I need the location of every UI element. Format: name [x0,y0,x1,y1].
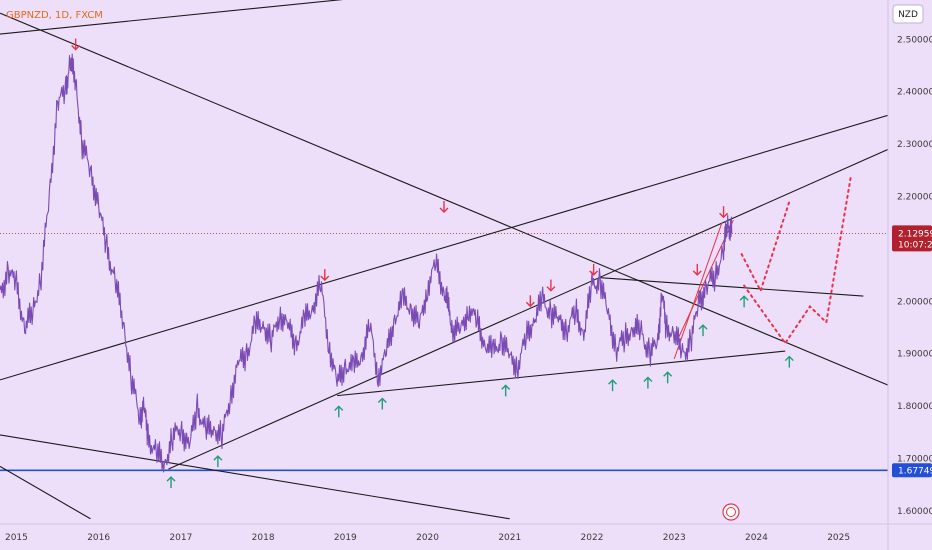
current-price-box [892,225,932,252]
trendline-ascending-channel-upper[interactable] [0,114,888,381]
down-arrow-4 [525,295,535,308]
x-tick-label-5: 2019 [334,533,357,543]
y-tick-label-3: 2.30000 [897,140,932,150]
y-tick-label-2: 2.40000 [897,88,932,98]
x-tick-label-9: 2023 [663,533,686,543]
up-arrow-3 [334,405,344,418]
arrow-head [525,301,535,308]
time-axis[interactable]: 2015 2016 2017 2018 2019 2020 2021 2022 2023 2024… [5,533,850,543]
trendline-descending-2015[interactable] [0,12,888,386]
arrow-head [501,384,511,390]
plot-area[interactable] [0,0,888,520]
y-tick-label-7: 1.80000 [897,402,932,412]
up-arrow-9 [698,324,708,337]
rising-wedge-line-1[interactable] [673,222,723,360]
up-arrow-2 [213,455,223,468]
y-tick-label-6: 1.90000 [897,350,932,360]
arrow-head [589,270,599,276]
y-tick-label-9: 1.60000 [897,507,932,517]
trendline-lower-descending-2[interactable] [0,465,91,520]
level-price-label: 1.67749 [898,466,932,476]
price-series[interactable] [0,53,733,473]
currency-badge[interactable]: NZD [898,10,918,20]
arrow-head [739,295,749,301]
countdown-label: 10:07:28 [898,240,932,250]
projection-long[interactable] [743,174,852,345]
trendline-ascending-support-2017[interactable] [168,148,888,470]
current-price-label: 2.12959 [898,229,932,239]
x-tick-label-4: 2018 [252,533,275,543]
up-arrow-10 [739,295,749,308]
x-tick-label-6: 2020 [416,533,439,543]
down-arrow-7 [692,263,702,276]
down-arrow-6 [589,263,599,276]
x-tick-label-10: 2024 [745,533,768,543]
down-arrow-8 [719,206,729,219]
arrow-head [546,286,556,292]
arrow-head [320,275,330,282]
arrow-head [784,355,794,362]
symbol-label: GBPNZD, 1D, FXCM [6,10,103,21]
y-tick-label-4: 2.20000 [897,193,932,203]
arrow-head [692,270,702,276]
arrow-head [377,397,387,403]
x-tick-label-7: 2021 [498,533,521,543]
x-tick-label-11: 2025 [827,533,850,543]
up-arrow-6 [608,379,618,392]
trendline-top-long-channel[interactable] [0,0,806,35]
down-arrow-2 [439,200,449,213]
y-tick-label-8: 1.70000 [897,455,932,465]
down-arrow-1 [71,38,81,51]
arrow-head [334,405,344,411]
arrow-head [643,376,653,383]
down-arrow-5 [546,279,556,292]
arrow-head [698,324,708,330]
trendline-lower-support-2018[interactable] [337,350,786,397]
trendline-lower-descending-1[interactable] [0,434,510,520]
x-tick-label-1: 2015 [5,533,28,543]
y-tick-label-1: 2.50000 [897,35,932,45]
y-tick-label-5: 2.00000 [897,297,932,307]
x-tick-label-2: 2016 [87,533,110,543]
x-tick-label-3: 2017 [169,533,192,543]
down-arrow-3 [320,269,330,282]
up-arrow-4 [377,397,387,410]
arrow-head [213,455,223,461]
up-arrow-1 [166,476,176,489]
up-arrow-7 [643,376,653,389]
arrow-head [71,45,81,51]
price-axis[interactable]: 2.50000 2.40000 2.30000 2.20000 2.00000 1.900… [892,35,932,517]
currency-badge-box[interactable] [892,4,924,24]
projection-short[interactable] [740,200,791,294]
x-tick-label-8: 2022 [581,533,604,543]
up-arrow-5 [501,384,511,397]
arrow-head [608,379,618,385]
up-arrow-11 [784,355,794,368]
arrow-head [439,207,449,213]
arrow-head [166,476,176,482]
arrow-head [719,212,729,219]
arrow-head [663,371,673,377]
trendline-flat-resistance-2022[interactable] [600,277,864,297]
level-price-box [892,463,932,478]
tradingview-logo [722,503,740,521]
up-arrow-8 [663,371,673,384]
